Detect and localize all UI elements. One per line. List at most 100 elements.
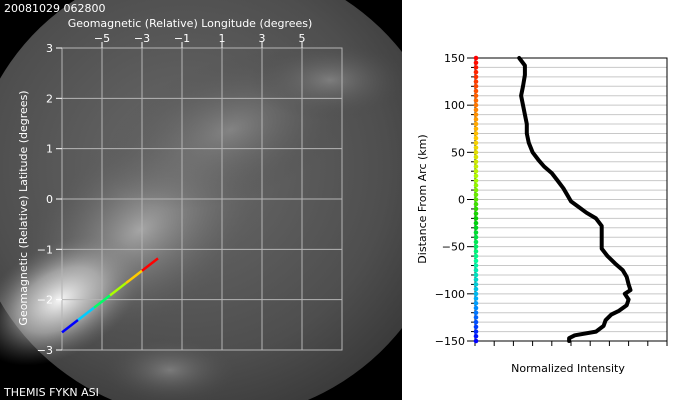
y-tick-label: −3	[37, 344, 53, 357]
colorbar-dot	[473, 291, 479, 297]
colorbar-dot	[473, 305, 479, 311]
colorbar-dot	[473, 329, 479, 334]
colorbar-dot	[473, 253, 479, 259]
colorbar-dot	[473, 74, 479, 80]
arc-line-segment	[93, 294, 111, 309]
axis-ticks	[56, 42, 303, 351]
timestamp: 20081029 062800	[4, 2, 105, 15]
arc-line-segment	[61, 319, 79, 334]
arc-line-segment	[141, 257, 159, 272]
colorbar-dot	[473, 272, 479, 278]
distance-colorbar	[473, 55, 479, 344]
colorbar-dot	[473, 150, 479, 155]
colorbar-dot	[473, 201, 479, 207]
colorbar-dot	[473, 93, 479, 99]
y-tick-label: 1	[46, 143, 53, 156]
y-tick-label: −150	[435, 335, 465, 348]
colorbar-dot	[473, 187, 479, 193]
arc-line-segment	[109, 282, 127, 297]
x-tick-label: −5	[94, 32, 110, 45]
colorbar-dot	[473, 55, 479, 61]
y-tick-label: −1	[37, 243, 53, 256]
colorbar-dot	[473, 277, 479, 282]
colorbar-dot	[473, 173, 479, 179]
colorbar-dot	[473, 112, 479, 117]
colorbar-dot	[473, 126, 479, 132]
colorbar-dot	[473, 211, 479, 216]
aurora-glow-corner	[250, 40, 402, 120]
grid-lines	[475, 57, 667, 342]
colorbar-dot	[473, 159, 479, 165]
x-tick-label: 1	[219, 32, 226, 45]
colorbar-dot	[473, 319, 479, 325]
y-tick-label: 3	[46, 42, 53, 55]
intensity-profile-svg: 150 100 50 0 −50 −100 −150 Distance From Arc (…	[416, 52, 668, 375]
y-tick-label: 50	[451, 146, 465, 159]
colorbar-dot	[473, 258, 479, 264]
colorbar-dot	[473, 197, 479, 202]
arc-line-segment	[77, 306, 95, 322]
colorbar-dot	[473, 206, 479, 212]
colorbar-dot	[473, 107, 479, 113]
y-tick-label: −2	[37, 294, 53, 307]
colorbar-dot	[473, 338, 479, 344]
colorbar-dot	[473, 79, 479, 84]
colorbar-dot	[473, 98, 479, 103]
aurora-glow-bottom	[100, 335, 240, 400]
colorbar-dot	[473, 60, 479, 66]
y-tick-label: −50	[442, 241, 465, 254]
y-tick-labels: 150 100 50 0 −50 −100 −150	[435, 52, 465, 348]
colorbar-dot	[473, 69, 479, 75]
y-tick-label: 0	[46, 193, 53, 206]
colorbar-dot	[473, 164, 479, 169]
colorbar-dot	[473, 117, 479, 122]
all-sky-image-svg: −5 −3 −1 1 3 5 3 2 1 0 −1 −2 −3 20081029 062800 Geo…	[0, 0, 402, 400]
colorbar-dot	[473, 234, 479, 240]
x-axis-label: Normalized Intensity	[511, 362, 625, 375]
arc-line	[61, 257, 159, 334]
colorbar-dot	[473, 300, 479, 306]
colorbar-dot	[473, 315, 479, 320]
station-label: THEMIS FYKN ASI	[3, 386, 99, 399]
x-tick-label: 5	[299, 32, 306, 45]
colorbar-dot	[473, 183, 479, 188]
colorbar-dot	[473, 239, 479, 245]
colorbar-dot	[473, 324, 479, 330]
y-axis-label: Geomagnetic (Relative) Latitude (degrees…	[17, 90, 30, 325]
all-sky-image-panel: −5 −3 −1 1 3 5 3 2 1 0 −1 −2 −3 20081029 062800 Geo…	[0, 0, 402, 400]
colorbar-dot	[473, 286, 479, 292]
colorbar-dot	[473, 145, 479, 150]
colorbar-dot	[473, 310, 479, 316]
colorbar-dot	[473, 244, 479, 249]
x-tick-label: −3	[134, 32, 150, 45]
x-axis-label: Geomagnetic (Relative) Longitude (degree…	[68, 17, 313, 30]
colorbar-dot	[473, 102, 479, 108]
colorbar-dot	[473, 230, 479, 235]
colorbar-dot	[473, 296, 479, 301]
colorbar-dot	[473, 178, 479, 183]
y-tick-label: 0	[458, 194, 465, 207]
colorbar-dot	[473, 65, 479, 70]
colorbar-dot	[473, 282, 479, 287]
colorbar-dot	[473, 267, 479, 273]
colorbar-dot	[473, 168, 479, 174]
colorbar-dot	[473, 121, 479, 127]
y-tick-label: 150	[444, 52, 465, 65]
colorbar-dot	[473, 216, 479, 221]
colorbar-dot	[473, 131, 479, 136]
y-tick-label: 2	[46, 92, 53, 105]
x-tick-label: −1	[174, 32, 190, 45]
colorbar-dot	[473, 263, 479, 268]
colorbar-dot	[473, 249, 479, 254]
colorbar-dot	[473, 154, 479, 160]
colorbar-dot	[473, 88, 479, 94]
colorbar-dot	[473, 225, 479, 231]
y-tick-label: 100	[444, 99, 465, 112]
y-tick-labels: 3 2 1 0 −1 −2 −3	[37, 42, 53, 357]
intensity-profile-panel: 150 100 50 0 −50 −100 −150 Distance From Arc (…	[402, 0, 700, 400]
colorbar-dot	[473, 84, 479, 89]
colorbar-dot	[473, 140, 479, 146]
arc-line-segment	[125, 269, 143, 285]
colorbar-dot	[473, 192, 479, 198]
intensity-profile-line	[517, 56, 633, 343]
